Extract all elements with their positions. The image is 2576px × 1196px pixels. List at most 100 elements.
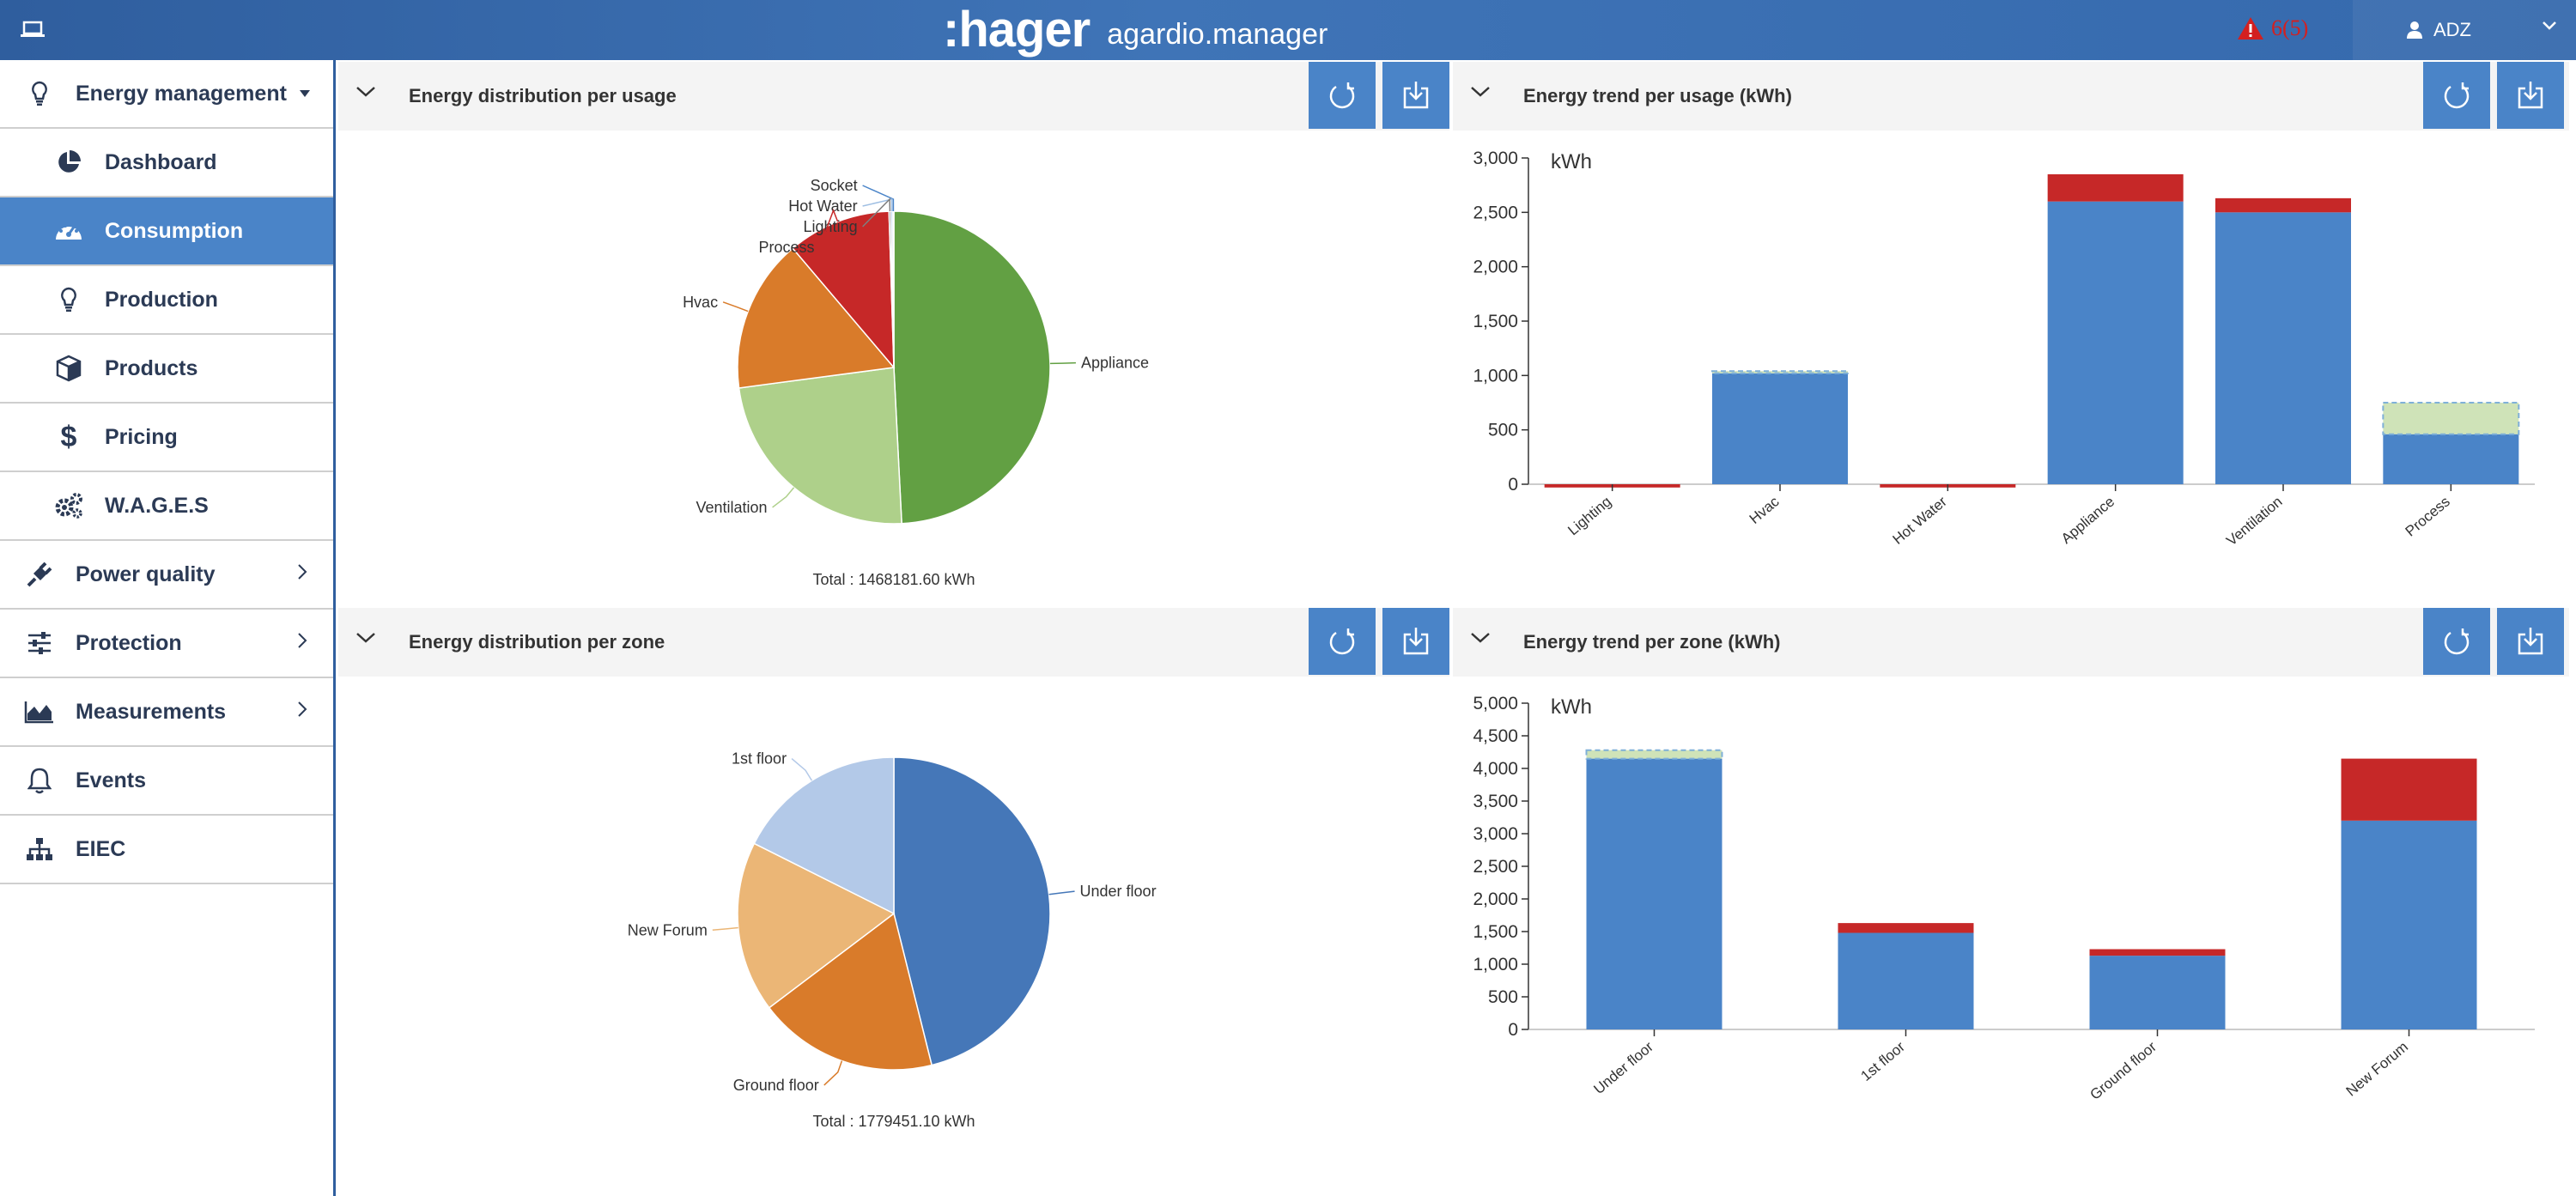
bar-process <box>2382 402 2520 435</box>
y-tick-label: 1,500 <box>1473 922 1518 942</box>
lightbulb-icon <box>53 284 84 315</box>
pie-total-label: Total : 1468181.60 kWh <box>812 571 975 588</box>
collapse-chevron-icon[interactable] <box>355 632 376 644</box>
bar-1st-floor <box>1838 923 1974 933</box>
bar-ground-floor <box>2089 949 2226 956</box>
pie-label-socket: Socket <box>811 177 858 194</box>
sidebar-item-label: Measurements <box>76 699 227 724</box>
collapse-chevron-icon[interactable] <box>355 86 376 98</box>
usage-distribution-pie-chart: Appliance Socket Hot Water Lighting Process H… <box>683 177 1149 588</box>
pie-label-new-forum: New Forum <box>628 921 708 938</box>
pie-leader-line <box>772 487 795 508</box>
pie-slice-ventilation <box>738 367 902 525</box>
x-tick-label: Lighting <box>1564 494 1614 539</box>
lightbulb-icon <box>24 78 55 109</box>
y-axis-unit-label: kWh <box>1551 150 1592 173</box>
sitemap-icon <box>24 834 55 865</box>
refresh-button[interactable] <box>1309 62 1376 129</box>
download-button[interactable] <box>1382 608 1449 675</box>
y-tick-label: 2,000 <box>1473 889 1518 909</box>
bar-new-forum <box>2341 820 2477 1029</box>
bar-ventilation <box>2215 212 2351 484</box>
pie-leader-line <box>1048 890 1075 895</box>
y-tick-label: 0 <box>1508 1020 1518 1040</box>
refresh-button[interactable] <box>2423 608 2490 675</box>
panel-header-usage-trend: Energy trend per usage (kWh) <box>1453 62 2569 131</box>
y-tick-label: 1,000 <box>1473 366 1518 386</box>
y-tick-label: 2,500 <box>1473 203 1518 222</box>
bar-appliance <box>2047 174 2184 202</box>
collapse-chevron-icon[interactable] <box>1470 632 1491 644</box>
sidebar-item-label: Products <box>105 355 198 380</box>
sidebar-item-label: Protection <box>76 630 182 655</box>
y-tick-label: 3,500 <box>1473 792 1518 811</box>
refresh-button[interactable] <box>2423 62 2490 129</box>
sidebar-item-label: Consumption <box>105 218 244 243</box>
usage-trend-bar-chart: 0 500 1,000 1,500 2,000 2,500 3,000 kWh Lighting… <box>1473 149 2535 549</box>
sidebar-item-eiec[interactable]: EIEC <box>0 816 333 884</box>
y-tick-label: 3,000 <box>1473 149 1518 168</box>
panel-header-usage-distribution: Energy distribution per usage <box>338 62 1449 131</box>
top-bar: :hager agardio.manager 6(5) ADZ <box>0 0 2576 60</box>
pie-slice-under-floor <box>893 756 1051 1066</box>
user-menu[interactable]: ADZ <box>2353 0 2576 60</box>
refresh-icon <box>1329 82 1355 109</box>
pie-label-1st-floor: 1st floor <box>732 750 787 768</box>
download-button[interactable] <box>2497 608 2564 675</box>
panel-header-zone-trend: Energy trend per zone (kWh) <box>1453 608 2569 677</box>
sidebar-item-production[interactable]: Production <box>0 266 333 335</box>
refresh-icon <box>2444 628 2470 655</box>
sidebar-item-events[interactable]: Events <box>0 747 333 816</box>
sliders-icon <box>24 628 55 659</box>
zone-trend-bar-chart: 0 500 1,000 1,500 2,000 2,500 3,000 3,500 4,000 4… <box>1473 694 2535 1103</box>
collapse-chevron-icon[interactable] <box>1470 86 1491 98</box>
sidebar-item-energy-management[interactable]: Energy management <box>0 60 333 129</box>
pie-total-label: Total : 1779451.10 kWh <box>812 1113 975 1130</box>
y-axis-unit-label: kWh <box>1551 695 1592 719</box>
x-tick-label: New Forum <box>2343 1039 2412 1100</box>
y-tick-label: 1,500 <box>1473 312 1518 331</box>
laptop-icon[interactable] <box>0 0 65 60</box>
chevron-right-icon <box>298 701 307 717</box>
plug-icon <box>24 559 55 590</box>
sidebar-item-dashboard[interactable]: Dashboard <box>0 129 333 197</box>
sidebar-item-measurements[interactable]: Measurements <box>0 678 333 747</box>
brand-logo: :hager agardio.manager <box>943 0 1327 60</box>
alerts-indicator[interactable]: 6(5) <box>2237 10 2308 46</box>
refresh-button[interactable] <box>1309 608 1376 675</box>
bar-1st-floor <box>1838 932 1974 1029</box>
bar-hvac <box>1711 370 1849 374</box>
download-icon <box>2518 628 2543 655</box>
sidebar-item-label: Pricing <box>105 424 178 449</box>
warning-icon <box>2238 17 2263 39</box>
sidebar: Energy management Dashboard Consumption … <box>0 60 336 1196</box>
bar-under-floor <box>1586 758 1722 1029</box>
zone-distribution-pie-chart: Under floor 1st floor New Forum Ground floo… <box>628 750 1157 1130</box>
pie-slice-process <box>792 210 895 370</box>
download-button[interactable] <box>2497 62 2564 129</box>
bar-ventilation <box>2215 197 2351 213</box>
download-icon <box>1403 628 1429 655</box>
bar-under-floor <box>1585 749 1723 760</box>
sidebar-item-pricing[interactable]: $ Pricing <box>0 404 333 472</box>
sidebar-item-label: EIEC <box>76 836 126 861</box>
download-button[interactable] <box>1382 62 1449 129</box>
sidebar-item-label: Power quality <box>76 562 216 586</box>
pie-slice-ground-floor <box>768 912 933 1071</box>
sidebar-item-protection[interactable]: Protection <box>0 610 333 678</box>
pie-leader-line <box>823 1060 843 1086</box>
pie-label-lighting: Lighting <box>804 218 858 235</box>
sidebar-item-label: Production <box>105 287 218 312</box>
y-tick-label: 0 <box>1508 475 1518 495</box>
sidebar-item-wages[interactable]: W.A.G.E.S <box>0 472 333 541</box>
x-tick-label: Under floor <box>1590 1038 1656 1097</box>
pie-chart-icon <box>53 147 84 178</box>
pie-slice-new-forum <box>737 842 896 1009</box>
panel-title: Energy distribution per zone <box>409 631 665 653</box>
area-chart-icon <box>24 696 55 727</box>
sidebar-item-power-quality[interactable]: Power quality <box>0 541 333 610</box>
sidebar-item-consumption[interactable]: Consumption <box>0 197 333 266</box>
pie-leader-line <box>712 926 738 932</box>
pie-label-under-floor: Under floor <box>1080 883 1157 900</box>
sidebar-item-products[interactable]: Products <box>0 335 333 404</box>
